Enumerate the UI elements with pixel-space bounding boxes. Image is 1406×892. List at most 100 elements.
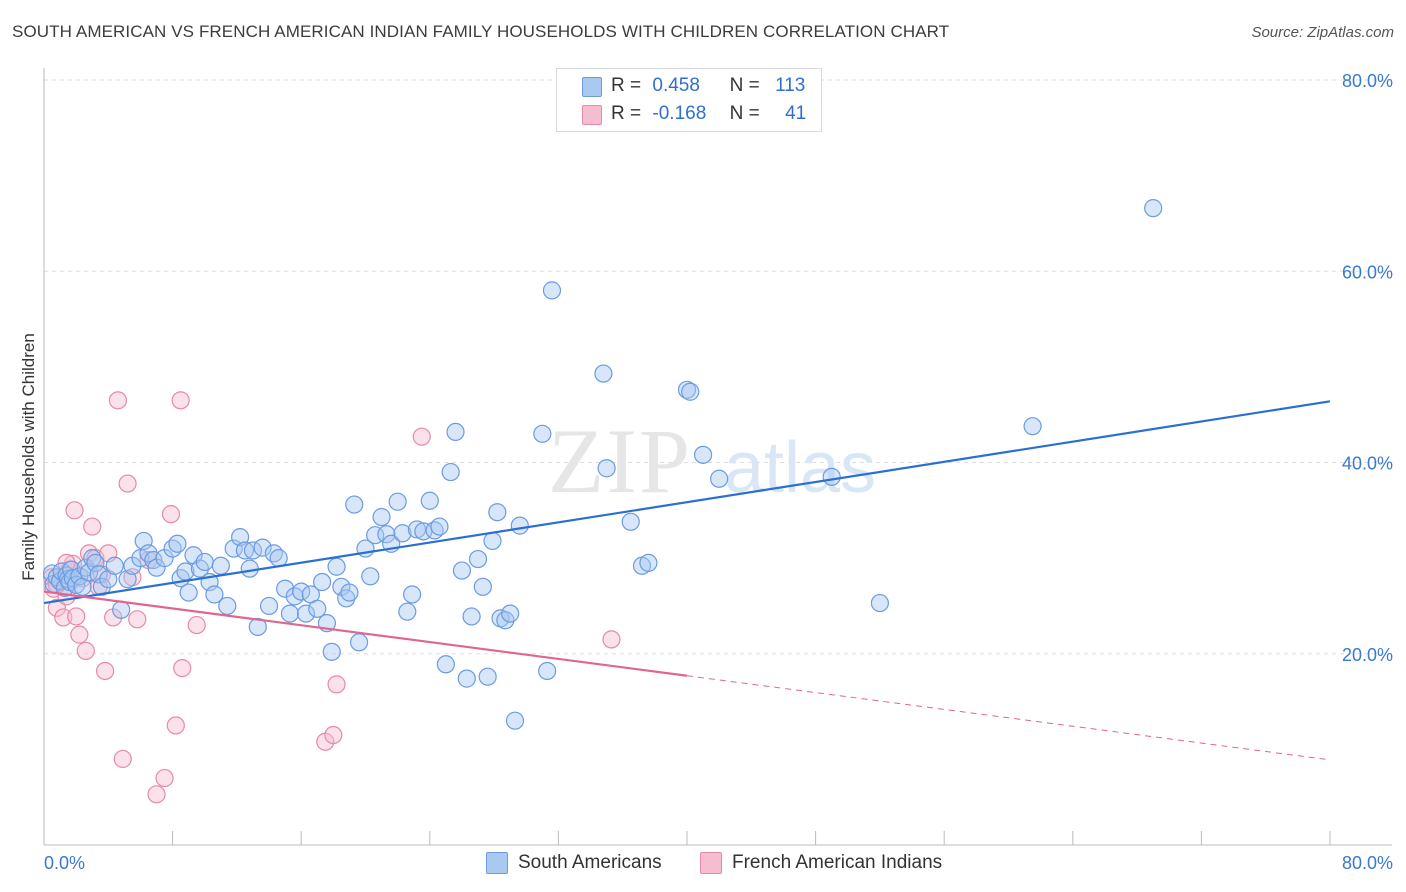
chart-title: SOUTH AMERICAN VS FRENCH AMERICAN INDIAN… bbox=[12, 22, 950, 41]
data-point-south-americans bbox=[224, 539, 243, 558]
data-point-south-americans bbox=[478, 667, 497, 686]
data-point-south-americans bbox=[594, 364, 613, 383]
data-point-south-americans bbox=[468, 549, 488, 569]
data-point-south-americans bbox=[349, 633, 369, 652]
data-point-french-american-indians bbox=[412, 427, 431, 446]
data-point-french-american-indians bbox=[171, 391, 190, 410]
r-label: R = bbox=[611, 75, 642, 96]
trend-line-french-american-indians-extension bbox=[686, 675, 1331, 761]
data-point-south-americans bbox=[1023, 417, 1042, 436]
data-point-south-americans bbox=[105, 556, 124, 575]
r-label: R = bbox=[611, 103, 642, 124]
svg-text:ZIP: ZIP bbox=[548, 410, 692, 512]
legend-row-french-american-indians: R = -0.168 N = 41 bbox=[582, 101, 807, 127]
data-point-south-americans bbox=[168, 534, 187, 553]
trend-line-south-americans bbox=[43, 400, 1331, 605]
data-point-south-americans bbox=[218, 596, 237, 616]
pink-swatch-icon bbox=[582, 105, 602, 125]
data-point-south-americans bbox=[457, 669, 476, 688]
data-point-south-americans bbox=[259, 596, 279, 616]
data-point-south-americans bbox=[312, 572, 332, 592]
data-point-south-americans bbox=[430, 517, 449, 536]
data-point-french-american-indians bbox=[155, 768, 174, 788]
data-point-south-americans bbox=[501, 604, 520, 623]
legend-item-south-americans: South Americans bbox=[486, 852, 662, 874]
data-point-french-american-indians bbox=[324, 725, 343, 745]
data-point-south-americans bbox=[639, 553, 658, 573]
r-value: 0.458 bbox=[652, 75, 700, 96]
data-point-south-americans bbox=[240, 559, 259, 578]
data-point-south-americans bbox=[693, 445, 713, 464]
data-point-french-american-indians bbox=[147, 785, 166, 804]
data-point-french-american-indians bbox=[118, 474, 137, 493]
data-point-south-americans bbox=[436, 655, 455, 674]
data-point-french-american-indians bbox=[327, 675, 346, 694]
series-south-americans bbox=[42, 199, 1163, 730]
trend-line-french-american-indians bbox=[43, 590, 688, 677]
y-tick-label: 40.0% bbox=[1342, 454, 1393, 474]
data-point-south-americans bbox=[361, 567, 380, 586]
data-point-south-americans bbox=[488, 503, 507, 522]
data-point-south-americans bbox=[710, 469, 729, 488]
legend-row-south-americans: R = 0.458 N = 113 bbox=[582, 73, 805, 99]
tick-labels: 20.0% 40.0% 60.0% 80.0% 0.0% 80.0% bbox=[44, 71, 1393, 873]
data-point-south-americans bbox=[327, 557, 346, 576]
n-value: 41 bbox=[785, 103, 807, 124]
data-point-south-americans bbox=[195, 552, 214, 572]
data-point-south-americans bbox=[211, 556, 230, 575]
y-axis-label: Family Households with Children bbox=[19, 333, 38, 581]
data-point-french-american-indians bbox=[95, 661, 115, 681]
data-point-south-americans bbox=[345, 495, 364, 514]
data-point-south-americans bbox=[393, 524, 412, 543]
n-label: N = bbox=[729, 75, 760, 96]
data-point-south-americans bbox=[280, 604, 300, 623]
series-legend: South Americans French American Indians bbox=[0, 852, 1406, 878]
data-point-south-americans bbox=[597, 459, 616, 478]
data-point-french-american-indians bbox=[83, 517, 102, 536]
data-point-south-americans bbox=[308, 599, 327, 618]
data-point-south-americans bbox=[86, 553, 105, 573]
data-point-south-americans bbox=[542, 281, 562, 300]
series-french-american-indians bbox=[42, 391, 621, 804]
data-point-south-americans bbox=[322, 642, 341, 661]
data-point-french-american-indians bbox=[54, 608, 73, 627]
data-point-french-american-indians bbox=[67, 607, 86, 626]
data-point-french-american-indians bbox=[173, 658, 192, 678]
data-point-french-american-indians bbox=[65, 501, 84, 520]
data-point-south-americans bbox=[538, 661, 557, 681]
data-point-south-americans bbox=[398, 602, 417, 621]
data-point-south-americans bbox=[112, 600, 131, 619]
trend-lines bbox=[43, 400, 1331, 761]
legend-label: French American Indians bbox=[732, 852, 943, 873]
svg-text:atlas: atlas bbox=[724, 428, 876, 508]
chart-source: Source: ZipAtlas.com bbox=[1251, 24, 1394, 41]
data-point-south-americans bbox=[407, 520, 427, 539]
correlation-legend: R = 0.458 N = 113 R = -0.168 N = 41 bbox=[556, 68, 822, 132]
data-point-french-american-indians bbox=[128, 610, 147, 629]
data-point-south-americans bbox=[372, 507, 391, 527]
x-tick-label: 80.0% bbox=[1342, 853, 1393, 873]
data-point-south-americans bbox=[462, 607, 481, 626]
data-point-south-americans bbox=[420, 491, 439, 510]
data-point-south-americans bbox=[483, 531, 502, 551]
y-tick-label: 80.0% bbox=[1342, 71, 1393, 91]
data-point-south-americans bbox=[231, 527, 250, 547]
axes bbox=[43, 68, 1392, 846]
data-point-french-american-indians bbox=[76, 641, 95, 660]
data-point-south-americans bbox=[621, 512, 640, 531]
data-point-french-american-indians bbox=[108, 391, 128, 410]
data-point-french-american-indians bbox=[113, 749, 132, 769]
data-point-french-american-indians bbox=[187, 615, 206, 635]
data-point-south-americans bbox=[822, 467, 841, 486]
data-point-south-americans bbox=[377, 525, 396, 544]
n-label: N = bbox=[729, 103, 760, 124]
data-point-french-american-indians bbox=[166, 716, 185, 735]
r-value: -0.168 bbox=[652, 103, 707, 124]
data-point-south-americans bbox=[441, 462, 460, 482]
data-point-south-americans bbox=[870, 593, 890, 613]
data-point-south-americans bbox=[473, 577, 492, 596]
data-point-south-americans bbox=[403, 585, 422, 604]
data-point-south-americans bbox=[533, 424, 552, 443]
data-point-south-americans bbox=[340, 583, 359, 602]
